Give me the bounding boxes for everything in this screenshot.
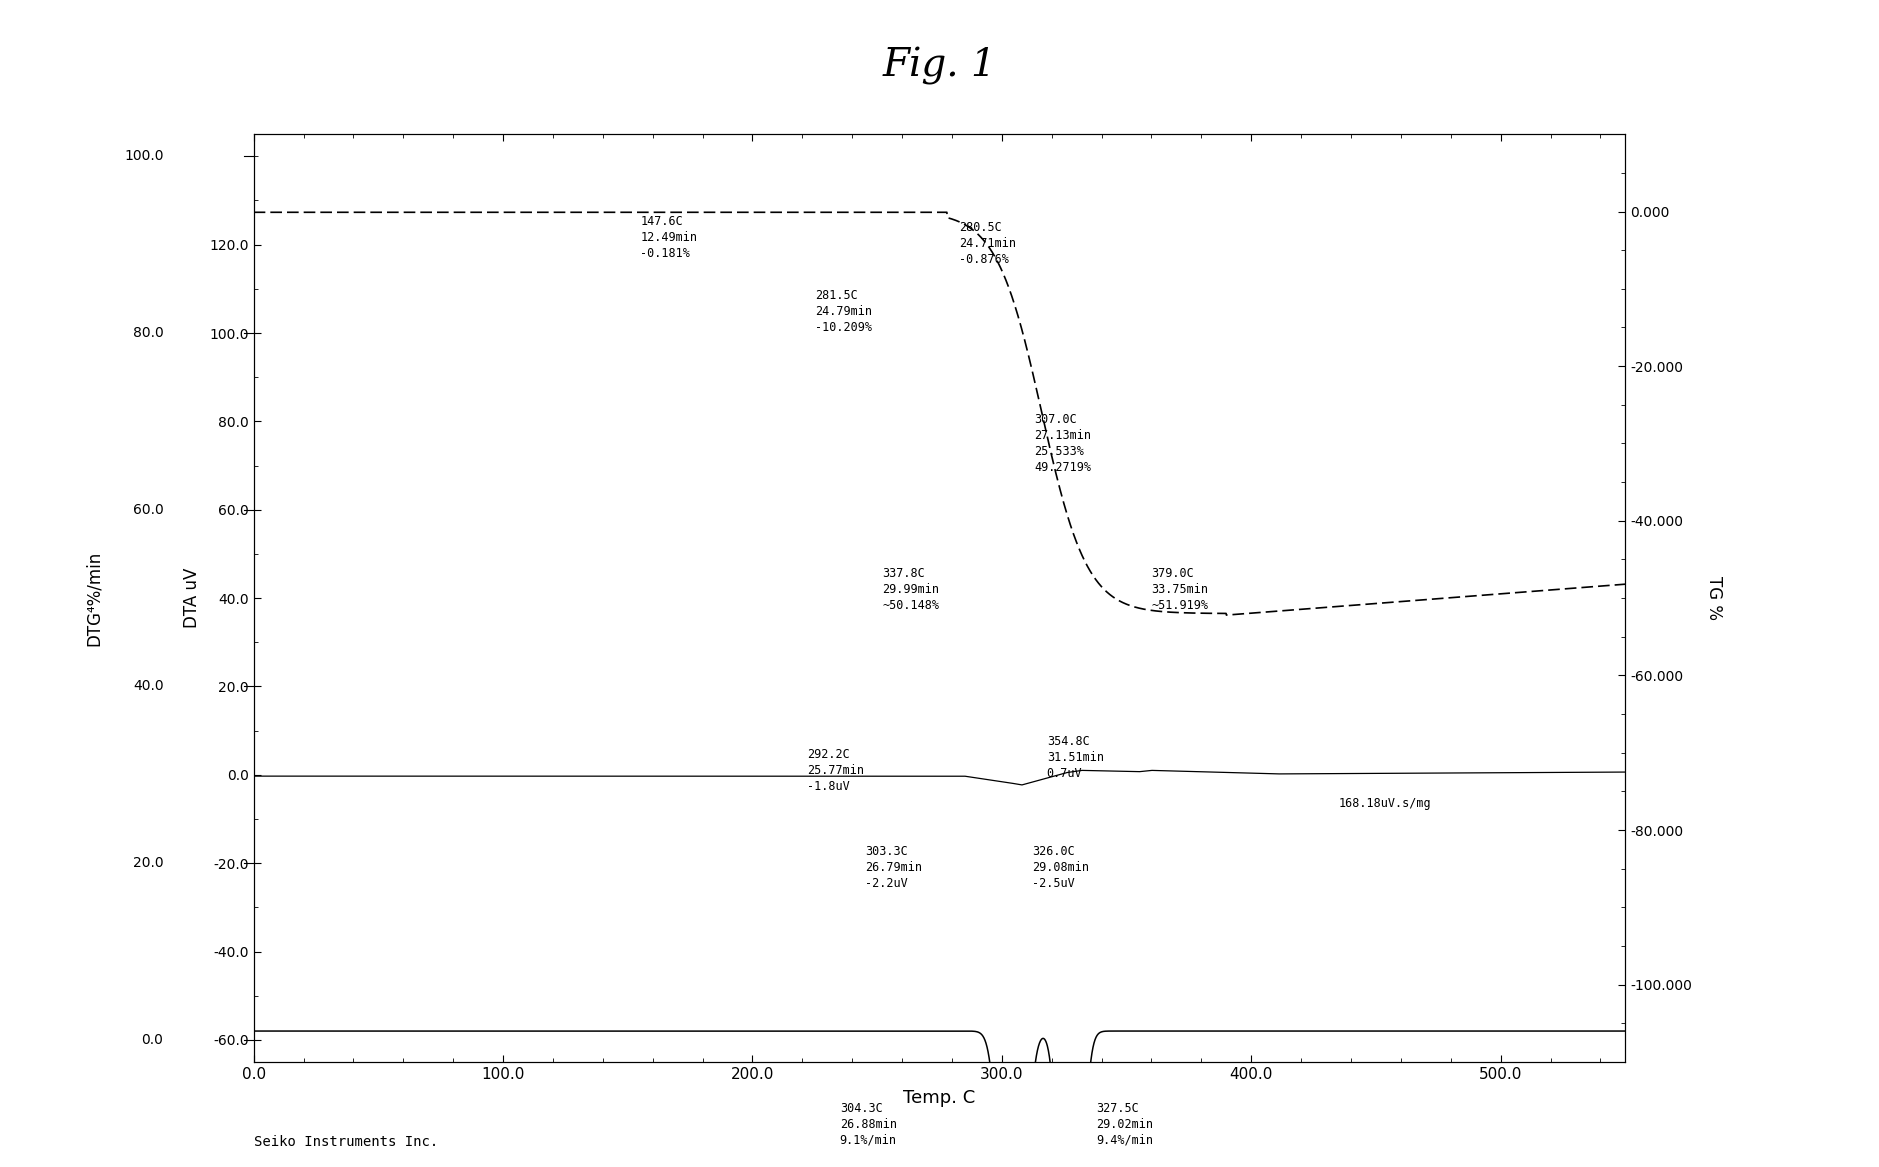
Text: 354.8C
31.51min
0.7uV: 354.8C 31.51min 0.7uV [1047,735,1103,780]
Text: 100.0: 100.0 [124,149,163,163]
Text: 337.8C
29.99min
~50.148%: 337.8C 29.99min ~50.148% [881,567,940,613]
Text: 20.0: 20.0 [133,857,163,871]
Text: 0.0: 0.0 [141,1033,163,1047]
Text: 280.5C
24.71min
-0.876%: 280.5C 24.71min -0.876% [960,221,1017,266]
Y-axis label: DTA uV: DTA uV [182,568,201,628]
X-axis label: Temp. C: Temp. C [904,1089,975,1106]
Y-axis label: TG %: TG % [1704,576,1723,620]
Text: 307.0C
27.13min
25.533%
49.2719%: 307.0C 27.13min 25.533% 49.2719% [1033,412,1092,474]
Text: Seiko Instruments Inc.: Seiko Instruments Inc. [254,1135,438,1149]
Text: 304.3C
26.88min
9.1%/min: 304.3C 26.88min 9.1%/min [840,1102,896,1147]
Text: 303.3C
26.79min
-2.2uV: 303.3C 26.79min -2.2uV [864,845,923,890]
Text: 327.5C
29.02min
9.4%/min: 327.5C 29.02min 9.4%/min [1097,1102,1154,1147]
Text: 60.0: 60.0 [133,503,163,517]
Text: 281.5C
24.79min
-10.209%: 281.5C 24.79min -10.209% [815,288,872,334]
Text: 292.2C
25.77min
-1.8uV: 292.2C 25.77min -1.8uV [808,748,864,794]
Text: 40.0: 40.0 [133,679,163,693]
Text: 147.6C
12.49min
-0.181%: 147.6C 12.49min -0.181% [641,215,697,259]
Text: Fig. 1: Fig. 1 [883,47,996,85]
Text: 80.0: 80.0 [133,326,163,340]
Text: 326.0C
29.08min
-2.5uV: 326.0C 29.08min -2.5uV [1032,845,1088,890]
Text: 379.0C
33.75min
~51.919%: 379.0C 33.75min ~51.919% [1152,567,1208,613]
Text: 168.18uV.s/mg: 168.18uV.s/mg [1338,797,1432,810]
Text: DTG⁴%/min: DTG⁴%/min [85,551,103,645]
